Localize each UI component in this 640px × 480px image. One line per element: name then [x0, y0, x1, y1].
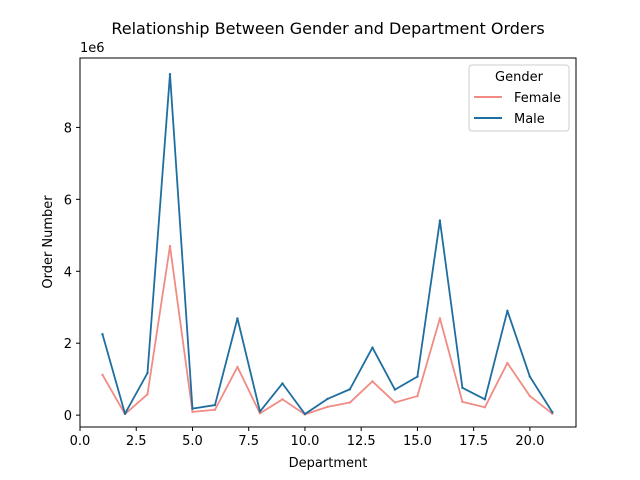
data-point-female	[281, 398, 284, 401]
data-point-female	[191, 410, 194, 414]
data-point-male	[483, 398, 487, 401]
legend: Gender Female Male	[468, 64, 570, 132]
plot-frame	[79, 57, 577, 428]
y-tick-label: 6	[64, 193, 72, 208]
data-point-female	[213, 408, 217, 411]
data-point-male	[393, 388, 397, 391]
data-point-male	[461, 386, 464, 389]
data-point-female	[258, 412, 262, 415]
x-tick-label: 20.0	[515, 434, 544, 449]
data-point-male	[236, 317, 239, 320]
data-point-female	[146, 393, 149, 396]
data-point-male	[371, 346, 374, 349]
data-point-male	[348, 388, 352, 391]
x-axis-ticks: 0.0 2.5 5.0 7.5 10.0 12.5 15.0 17.5 20.0	[70, 427, 544, 449]
data-point-female	[348, 401, 352, 404]
data-point-male	[506, 309, 509, 313]
data-point-male	[551, 411, 554, 414]
x-tick-label: 7.5	[238, 434, 259, 449]
data-point-male	[168, 72, 172, 76]
legend-label-female: Female	[514, 91, 561, 106]
x-tick-label: 5.0	[182, 434, 203, 449]
data-point-male	[528, 375, 532, 378]
data-point-female	[236, 365, 239, 369]
legend-box	[468, 64, 570, 132]
data-point-male	[101, 333, 104, 336]
data-point-male	[146, 371, 149, 375]
data-point-female	[168, 244, 172, 248]
data-point-male	[258, 410, 262, 413]
data-point-female	[483, 406, 487, 409]
data-point-male	[191, 407, 194, 410]
y-axis-ticks: 0 2 4 6 8	[64, 121, 80, 424]
data-point-female	[438, 317, 442, 320]
legend-label-male: Male	[514, 112, 545, 127]
legend-title: Gender	[495, 70, 544, 85]
series-layer	[101, 72, 554, 416]
data-point-male	[123, 412, 127, 415]
y-tick-label: 2	[64, 337, 72, 352]
y-tick-label: 0	[64, 409, 72, 424]
x-tick-label: 12.5	[347, 434, 376, 449]
x-tick-label: 10.0	[290, 434, 319, 449]
data-point-female	[326, 405, 329, 409]
data-point-female	[528, 394, 532, 398]
y-tick-label: 4	[64, 265, 72, 280]
x-tick-label: 17.5	[459, 434, 488, 449]
series-line-female	[101, 245, 553, 416]
data-point-male	[213, 403, 217, 407]
data-point-female	[393, 401, 397, 404]
x-tick-label: 0.0	[70, 434, 91, 449]
data-point-male	[326, 397, 329, 401]
y-tick-label: 8	[64, 121, 72, 136]
data-point-female	[371, 380, 374, 383]
x-tick-label: 15.0	[403, 434, 432, 449]
x-tick-label: 2.5	[126, 434, 147, 449]
data-point-female	[101, 373, 104, 377]
data-point-female	[506, 361, 509, 365]
data-point-male	[438, 219, 442, 222]
x-axis-label: Department	[289, 456, 368, 471]
data-point-male	[303, 412, 307, 416]
data-point-male	[281, 382, 284, 385]
y-offset-label: 1e6	[80, 41, 105, 56]
y-axis-label: Order Number	[41, 195, 56, 289]
data-point-male	[416, 375, 419, 378]
data-point-female	[416, 394, 419, 398]
chart-title: Relationship Between Gender and Departme…	[111, 19, 544, 38]
data-point-female	[461, 400, 464, 404]
